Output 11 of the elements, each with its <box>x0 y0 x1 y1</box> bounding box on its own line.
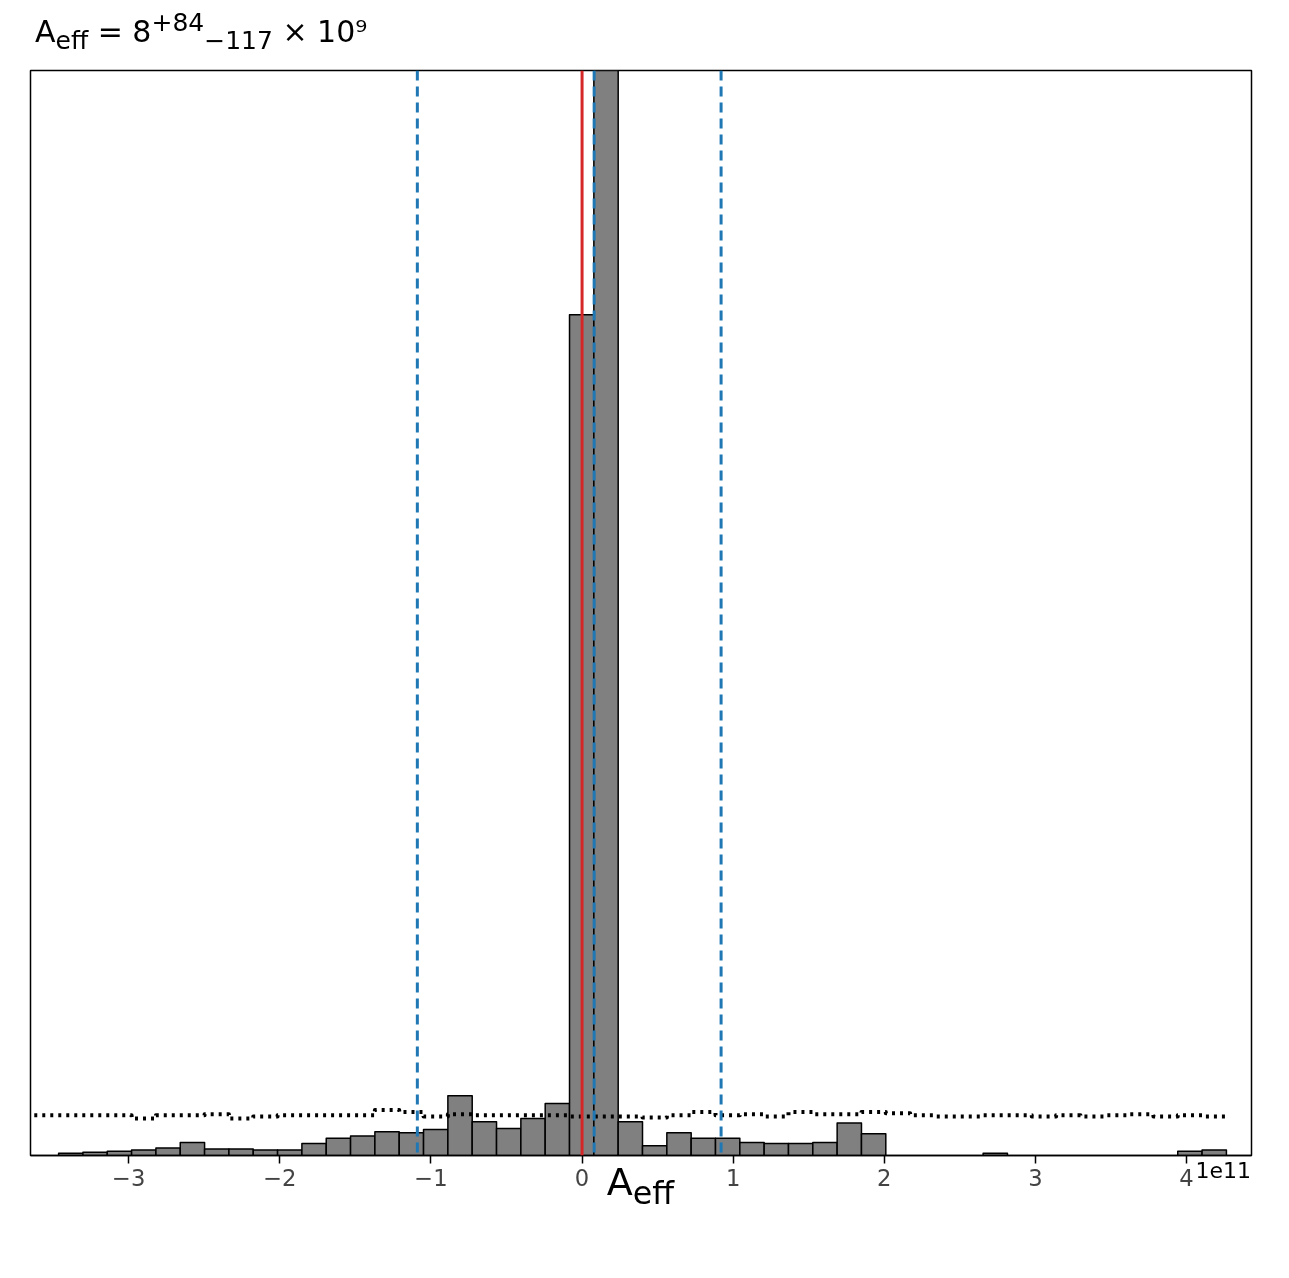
x-tick-label: 0 <box>574 1164 590 1191</box>
x-tick-label: 3 <box>1028 1164 1043 1191</box>
x-tick-label: −2 <box>263 1164 297 1191</box>
x-tick-label: 4 <box>1179 1164 1194 1191</box>
x-tick-label: −1 <box>414 1164 448 1191</box>
x-axis-title: A$_{eff}$ <box>606 1160 675 1211</box>
x-tick-label: 2 <box>877 1164 892 1191</box>
chart-title: A$_{eff}$ = 8$^{+84}$$_{−117}$ × 10⁹ <box>34 7 368 57</box>
text: 1e11 <box>1195 1157 1251 1185</box>
x-tick-label: 1 <box>725 1164 741 1191</box>
x-tick-label: −3 <box>112 1164 146 1191</box>
